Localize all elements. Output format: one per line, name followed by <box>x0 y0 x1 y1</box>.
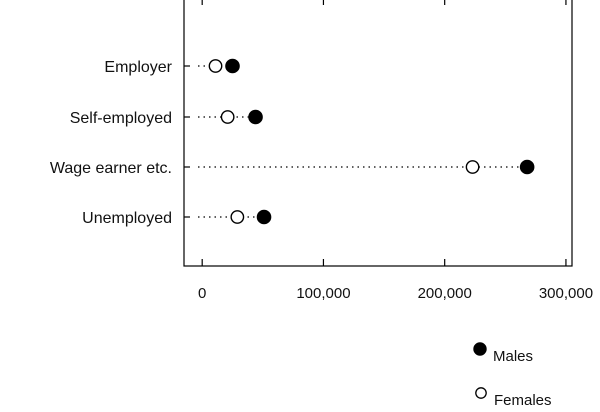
female-point <box>465 160 480 174</box>
category-label: Employer <box>104 59 172 76</box>
category-labels: Employer Self-employed Wage earner etc. Une… <box>50 59 173 227</box>
category-label: Unemployed <box>82 210 172 227</box>
x-tick-label: 300,000 <box>539 285 593 302</box>
top-ticks <box>201 0 567 5</box>
category-label: Self-employed <box>70 110 172 127</box>
x-tick-label: 100,000 <box>296 285 350 302</box>
bottom-ticks <box>201 259 567 266</box>
category-label: Wage earner etc. <box>50 160 172 177</box>
legend-female-label: Females <box>494 392 552 409</box>
female-point <box>230 210 245 224</box>
male-point <box>519 159 535 175</box>
male-point <box>256 209 272 225</box>
male-point <box>225 58 240 74</box>
x-tick-label: 200,000 <box>418 285 472 302</box>
guide-lines <box>184 65 528 218</box>
female-point <box>220 110 235 124</box>
x-tick-labels: 0 100,000 200,000 300,000 <box>198 285 593 302</box>
plot-frame <box>183 0 573 267</box>
legend-male-marker <box>473 342 487 356</box>
male-point <box>248 109 263 125</box>
legend-female-marker <box>475 387 487 399</box>
female-point <box>208 59 223 73</box>
legend: Males Females <box>473 342 552 409</box>
legend-male-label: Males <box>493 348 533 365</box>
x-tick-label: 0 <box>198 285 206 302</box>
data-markers <box>208 58 535 225</box>
